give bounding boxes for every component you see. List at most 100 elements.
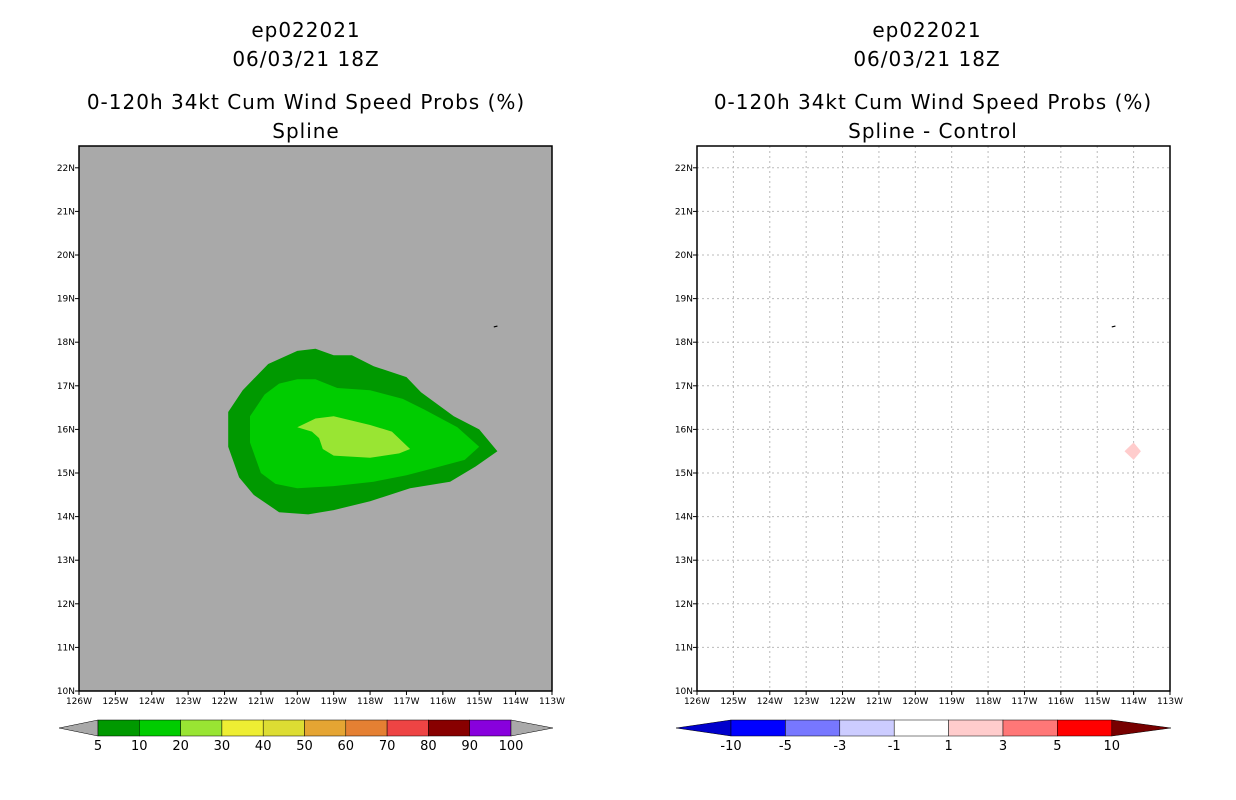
x-tick-label: 126W xyxy=(684,697,710,707)
x-tick-label: 116W xyxy=(430,697,456,707)
y-tick-label: 15N xyxy=(57,469,75,479)
colorbar-swatch xyxy=(785,719,841,737)
y-tick-label: 12N xyxy=(57,600,75,610)
colorbar-arrow-right xyxy=(1111,719,1172,737)
x-tick-label: 117W xyxy=(1011,697,1037,707)
colorbar-swatch xyxy=(139,719,181,737)
colorbar-label: 40 xyxy=(255,739,272,754)
x-tick-label: 113W xyxy=(539,697,565,707)
colorbar-swatch xyxy=(893,719,949,737)
colorbar-label: 5 xyxy=(94,739,102,754)
contour-1 xyxy=(1124,442,1141,460)
x-tick-label: 119W xyxy=(939,697,965,707)
colorbar-label: 100 xyxy=(499,739,524,754)
colorbar-swatch xyxy=(948,719,1004,737)
x-tick-label: 124W xyxy=(757,697,783,707)
x-tick-label: 114W xyxy=(503,697,529,707)
y-tick-label: 10N xyxy=(675,687,693,697)
x-tick-label: 120W xyxy=(902,697,928,707)
colorbar-label: 70 xyxy=(379,739,396,754)
colorbar-label: 20 xyxy=(172,739,189,754)
colorbar-swatch xyxy=(730,719,786,737)
x-tick-label: 115W xyxy=(1084,697,1110,707)
y-tick-label: 13N xyxy=(57,556,75,566)
y-tick-label: 11N xyxy=(57,643,75,653)
x-tick-label: 116W xyxy=(1048,697,1074,707)
x-tick-label: 115W xyxy=(466,697,492,707)
colorbar-label: 1 xyxy=(944,739,952,754)
colorbar-swatch xyxy=(386,719,429,737)
y-tick-label: 11N xyxy=(675,643,693,653)
colorbar-swatch xyxy=(304,719,347,737)
colorbar-arrow-left xyxy=(58,719,99,737)
plot-background xyxy=(697,146,1170,691)
y-tick-label: 10N xyxy=(57,687,75,697)
y-tick-label: 16N xyxy=(57,425,75,435)
x-tick-label: 119W xyxy=(321,697,347,707)
colorbar-swatch xyxy=(262,719,305,737)
colorbar-label: 30 xyxy=(214,739,231,754)
x-tick-label: 121W xyxy=(248,697,274,707)
x-tick-label: 123W xyxy=(793,697,819,707)
datetime: 06/03/21 18Z xyxy=(232,47,380,71)
y-tick-label: 13N xyxy=(675,556,693,566)
y-tick-label: 22N xyxy=(57,164,75,174)
x-tick-label: 123W xyxy=(175,697,201,707)
colorbar-swatch xyxy=(180,719,223,737)
chart-subtitle: Spline - Control xyxy=(848,119,1018,143)
x-tick-label: 114W xyxy=(1121,697,1147,707)
y-tick-label: 20N xyxy=(57,251,75,261)
colorbar-label: 5 xyxy=(1053,739,1061,754)
storm-id: ep022021 xyxy=(251,18,361,42)
colorbar-label: 80 xyxy=(420,739,437,754)
colorbar-swatch xyxy=(1057,719,1113,737)
y-tick-label: 21N xyxy=(675,207,693,217)
colorbar-swatch xyxy=(469,719,512,737)
island-mark xyxy=(493,325,498,328)
x-tick-label: 125W xyxy=(720,697,746,707)
x-tick-label: 118W xyxy=(357,697,383,707)
plot-frame xyxy=(696,145,1171,692)
y-tick-label: 15N xyxy=(675,469,693,479)
spline-control-chart: 10N 11N 12N 13N 14N 15N 16N 17N 18N 19N 20N 21N 22N 1… xyxy=(675,145,1183,754)
x-tick-label: 126W xyxy=(66,697,92,707)
y-tick-label: 19N xyxy=(675,295,693,305)
y-tick-label: 19N xyxy=(57,295,75,305)
colorbar-label: -1 xyxy=(888,739,901,754)
colorbar-label: 90 xyxy=(461,739,478,754)
x-tick-label: 124W xyxy=(139,697,165,707)
chart-title: 0-120h 34kt Cum Wind Speed Probs (%) xyxy=(86,90,526,114)
colorbar-label: 60 xyxy=(338,739,355,754)
colorbar-swatch xyxy=(345,719,388,737)
colorbar-swatch xyxy=(428,719,470,737)
y-tick-label: 18N xyxy=(675,338,693,348)
y-tick-label: 17N xyxy=(675,382,693,392)
colorbar-arrow-right xyxy=(510,719,554,737)
x-tick-label: 122W xyxy=(829,697,855,707)
y-tick-label: 12N xyxy=(675,600,693,610)
colorbar-swatch xyxy=(221,719,264,737)
x-tick-label: 125W xyxy=(102,697,128,707)
y-tick-label: 14N xyxy=(675,513,693,523)
spline-chart: 10N 11N 12N 13N 14N 15N 16N 17N 18N 19N 20N 21N 22N 1… xyxy=(57,145,565,754)
chart-title: 0-120h 34kt Cum Wind Speed Probs (%) xyxy=(713,90,1153,114)
colorbar-swatch xyxy=(839,719,895,737)
x-tick-label: 117W xyxy=(393,697,419,707)
colorbar-label: -10 xyxy=(720,739,741,754)
colorbar-label: 10 xyxy=(131,739,148,754)
y-tick-label: 20N xyxy=(675,251,693,261)
y-tick-label: 18N xyxy=(57,338,75,348)
y-tick-label: 17N xyxy=(57,382,75,392)
chart-subtitle: Spline xyxy=(272,119,340,143)
right-panel: ep022021 06/03/21 18Z 0-120h 34kt Cum Wi… xyxy=(618,0,1236,800)
x-tick-label: 122W xyxy=(211,697,237,707)
left-panel: ep022021 06/03/21 18Z 0-120h 34kt Cum Wi… xyxy=(57,18,565,754)
y-tick-label: 14N xyxy=(57,513,75,523)
island-mark xyxy=(1111,325,1116,328)
contour-20 xyxy=(297,416,411,458)
y-tick-label: 16N xyxy=(675,425,693,435)
colorbar-label: 50 xyxy=(296,739,313,754)
colorbar-arrow-left xyxy=(675,719,732,737)
datetime: 06/03/21 18Z xyxy=(853,47,1001,71)
y-tick-label: 22N xyxy=(675,164,693,174)
